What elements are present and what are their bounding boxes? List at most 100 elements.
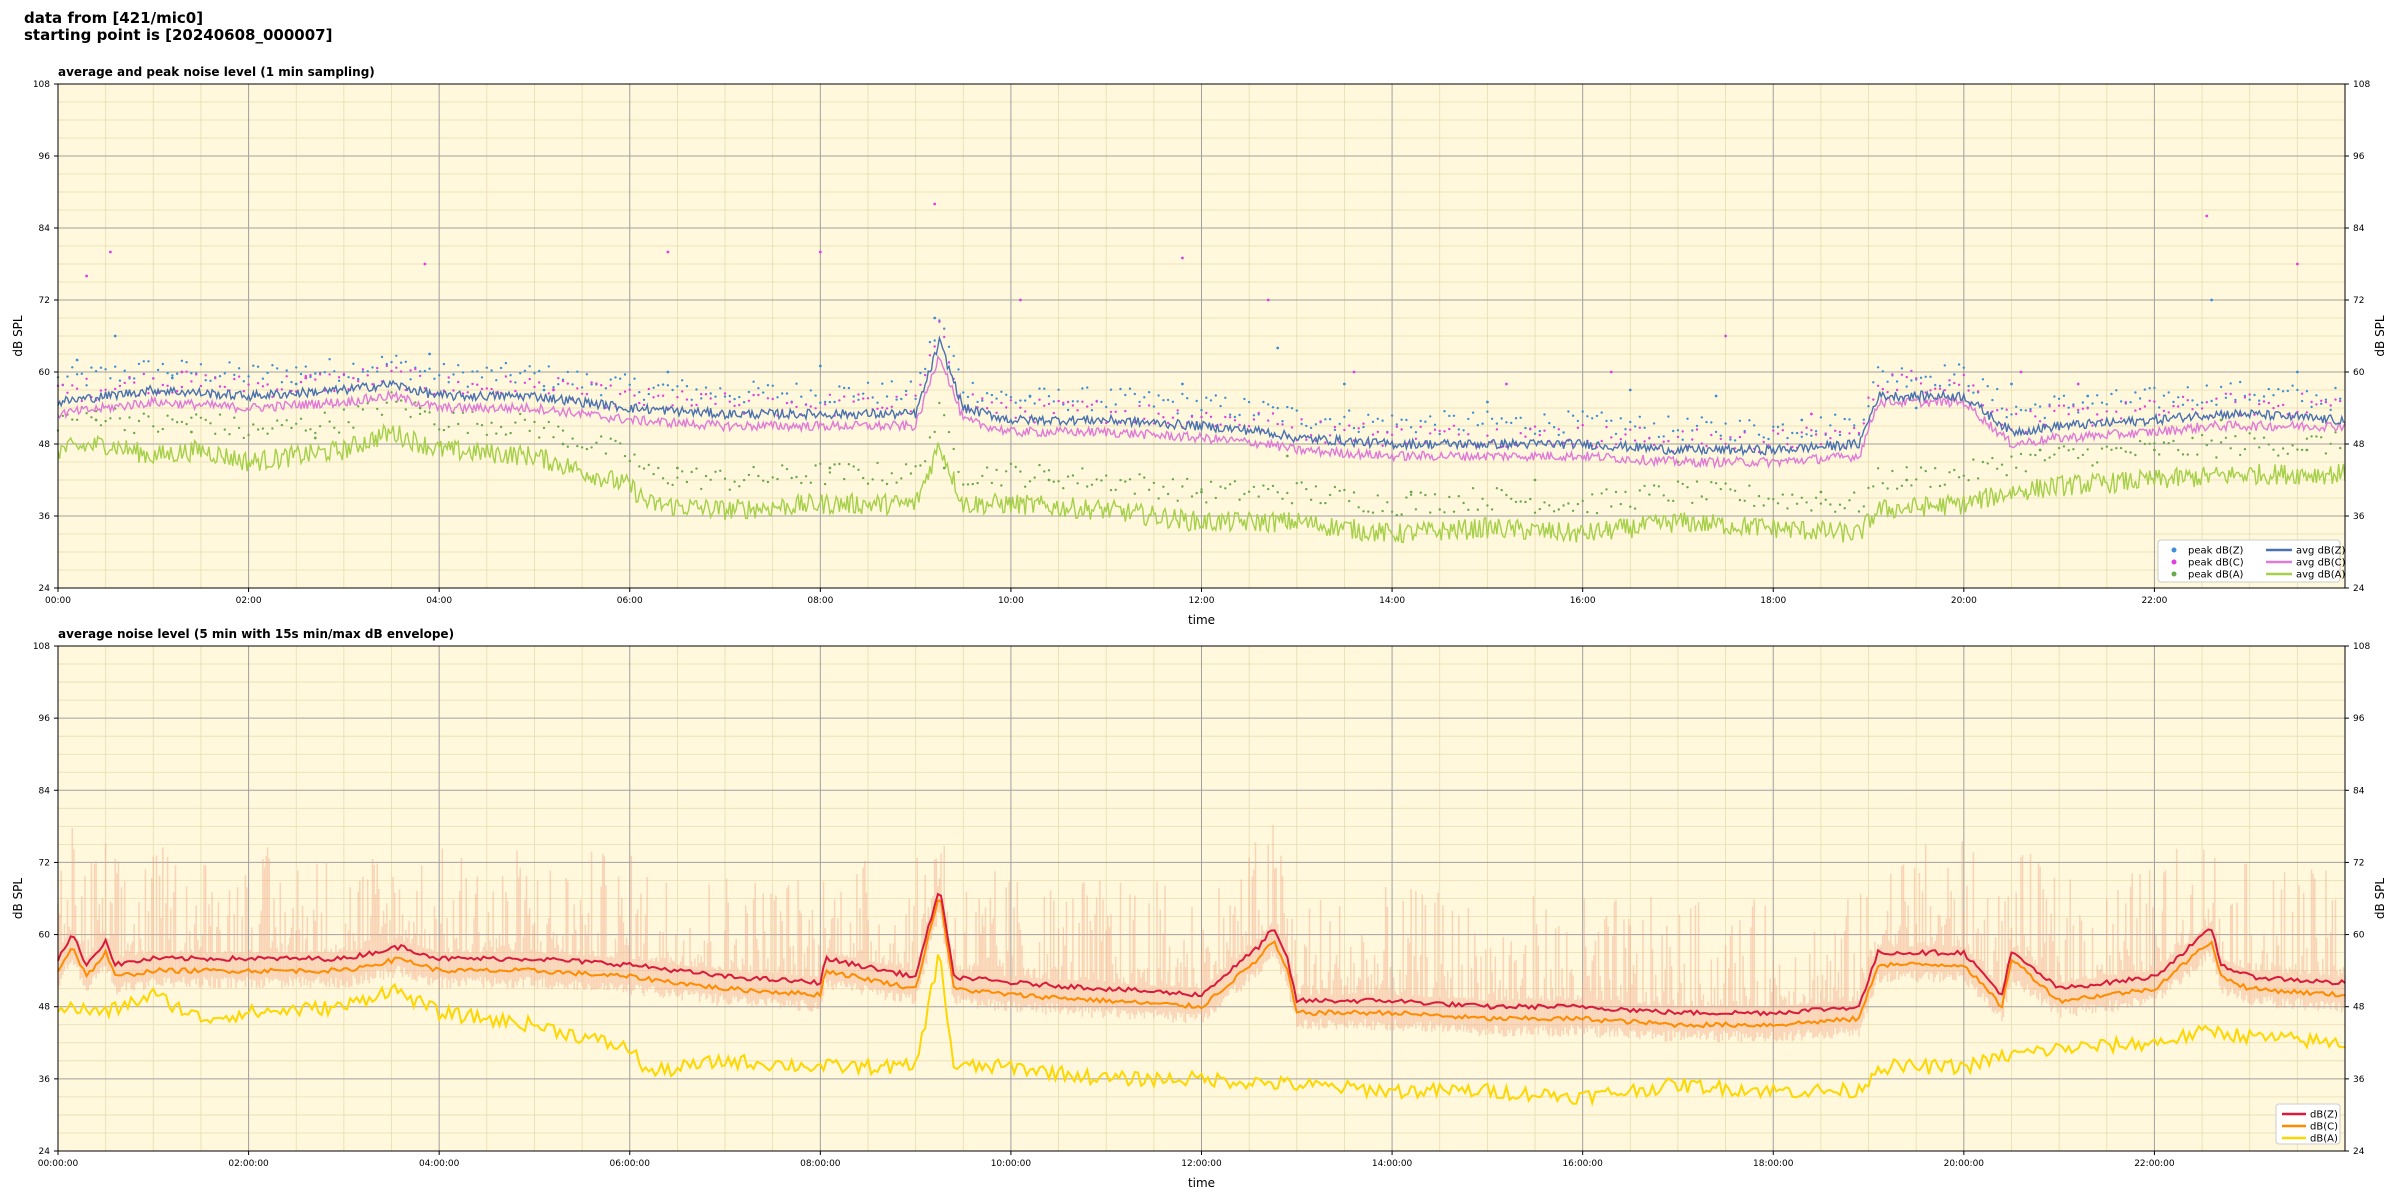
peak-point — [1438, 429, 1441, 433]
peak-point — [1614, 443, 1618, 446]
peak-point — [218, 375, 222, 378]
peak-point — [504, 375, 508, 378]
peak-point — [352, 426, 355, 429]
peak-point — [2134, 453, 2137, 457]
peak-point — [542, 426, 546, 430]
peak-point — [2300, 392, 2304, 395]
peak-point — [757, 474, 760, 478]
y-tick-label-right: 24 — [2353, 1147, 2365, 1157]
peak-point — [1710, 433, 1713, 437]
peak-point — [2005, 474, 2008, 477]
peak-point — [2310, 405, 2313, 409]
peak-point — [2239, 380, 2242, 384]
peak-point — [1700, 442, 1704, 445]
peak-point — [1514, 500, 1518, 504]
peak-point — [1714, 482, 1718, 485]
peak-point — [1543, 501, 1546, 504]
peak-point — [1686, 417, 1689, 420]
peak-point — [557, 425, 560, 428]
peak-point — [1562, 504, 1565, 507]
peak-point — [1267, 403, 1270, 406]
peak-point — [733, 404, 736, 408]
peak-point — [247, 383, 250, 386]
peak-point — [1324, 441, 1327, 444]
peak-point — [1057, 480, 1060, 483]
peak-point — [1005, 470, 1008, 473]
peak-point — [1986, 385, 1989, 388]
peak-point — [2158, 413, 2161, 416]
legend-marker — [2171, 547, 2177, 553]
peak-point — [337, 379, 341, 382]
peak-point — [1319, 420, 1322, 423]
peak-point — [1467, 508, 1470, 511]
peak-point — [904, 393, 908, 396]
peak-point — [1834, 413, 1837, 416]
peak-point — [2196, 403, 2199, 407]
peak-point — [1157, 497, 1160, 500]
peak-point — [1243, 492, 1246, 496]
peak-point — [1267, 487, 1270, 491]
peak-point — [447, 376, 450, 379]
peak-point — [1633, 425, 1637, 428]
peak-point — [1953, 468, 1956, 472]
peak-point — [123, 381, 126, 385]
panel-title: average and peak noise level (1 min samp… — [58, 65, 375, 79]
peak-point — [1076, 409, 1079, 412]
peak-point — [885, 407, 889, 410]
peak-point — [1381, 509, 1384, 513]
peak-point — [1457, 495, 1461, 498]
peak-point — [1853, 424, 1856, 427]
peak-point — [818, 364, 822, 368]
peak-point — [2086, 394, 2090, 398]
peak-point — [1757, 433, 1761, 436]
peak-point — [990, 401, 994, 404]
peak-point — [1086, 386, 1089, 389]
peak-point — [781, 392, 784, 395]
peak-point — [1567, 410, 1570, 413]
peak-point — [438, 428, 441, 431]
peak-point — [366, 374, 369, 377]
peak-point — [2034, 415, 2037, 418]
peak-point — [1162, 399, 1165, 402]
peak-point — [1052, 400, 1056, 403]
peak-point — [218, 385, 222, 388]
peak-point — [1209, 480, 1213, 483]
peak-point — [976, 400, 979, 404]
peak-point — [2100, 418, 2104, 421]
peak-point — [1557, 428, 1561, 431]
peak-point — [2115, 447, 2118, 450]
peak-point — [199, 384, 203, 388]
peak-point — [1290, 502, 1294, 505]
peak-point — [2262, 395, 2266, 398]
peak-point — [1276, 346, 1280, 350]
peak-point — [714, 402, 717, 406]
peak-point — [1619, 502, 1623, 506]
x-tick-label: 06:00:00 — [610, 1159, 651, 1169]
peak-point — [428, 352, 431, 356]
peak-point — [1448, 414, 1451, 418]
peak-point — [1524, 500, 1527, 504]
peak-point — [1128, 387, 1132, 390]
peak-point — [661, 394, 665, 397]
peak-point — [1938, 387, 1942, 390]
peak-point — [1691, 429, 1694, 432]
peak-point — [480, 376, 484, 379]
peak-point — [681, 390, 684, 393]
peak-point — [1171, 416, 1175, 419]
peak-point — [2153, 442, 2156, 445]
peak-point — [104, 388, 107, 391]
peak-point — [304, 374, 307, 378]
y-tick-label-right: 108 — [2353, 80, 2370, 90]
peak-point — [852, 395, 855, 398]
peak-point — [156, 430, 160, 433]
peak-point — [466, 391, 469, 394]
peak-point — [1853, 491, 1856, 494]
peak-point — [61, 414, 64, 418]
peak-point — [1657, 435, 1661, 439]
peak-point — [2119, 400, 2123, 403]
legend-entry: peak dB(A) — [2188, 570, 2244, 581]
peak-point — [671, 483, 674, 487]
peak-point — [1924, 375, 1927, 378]
peak-point — [580, 386, 584, 389]
peak-point — [1195, 491, 1198, 495]
